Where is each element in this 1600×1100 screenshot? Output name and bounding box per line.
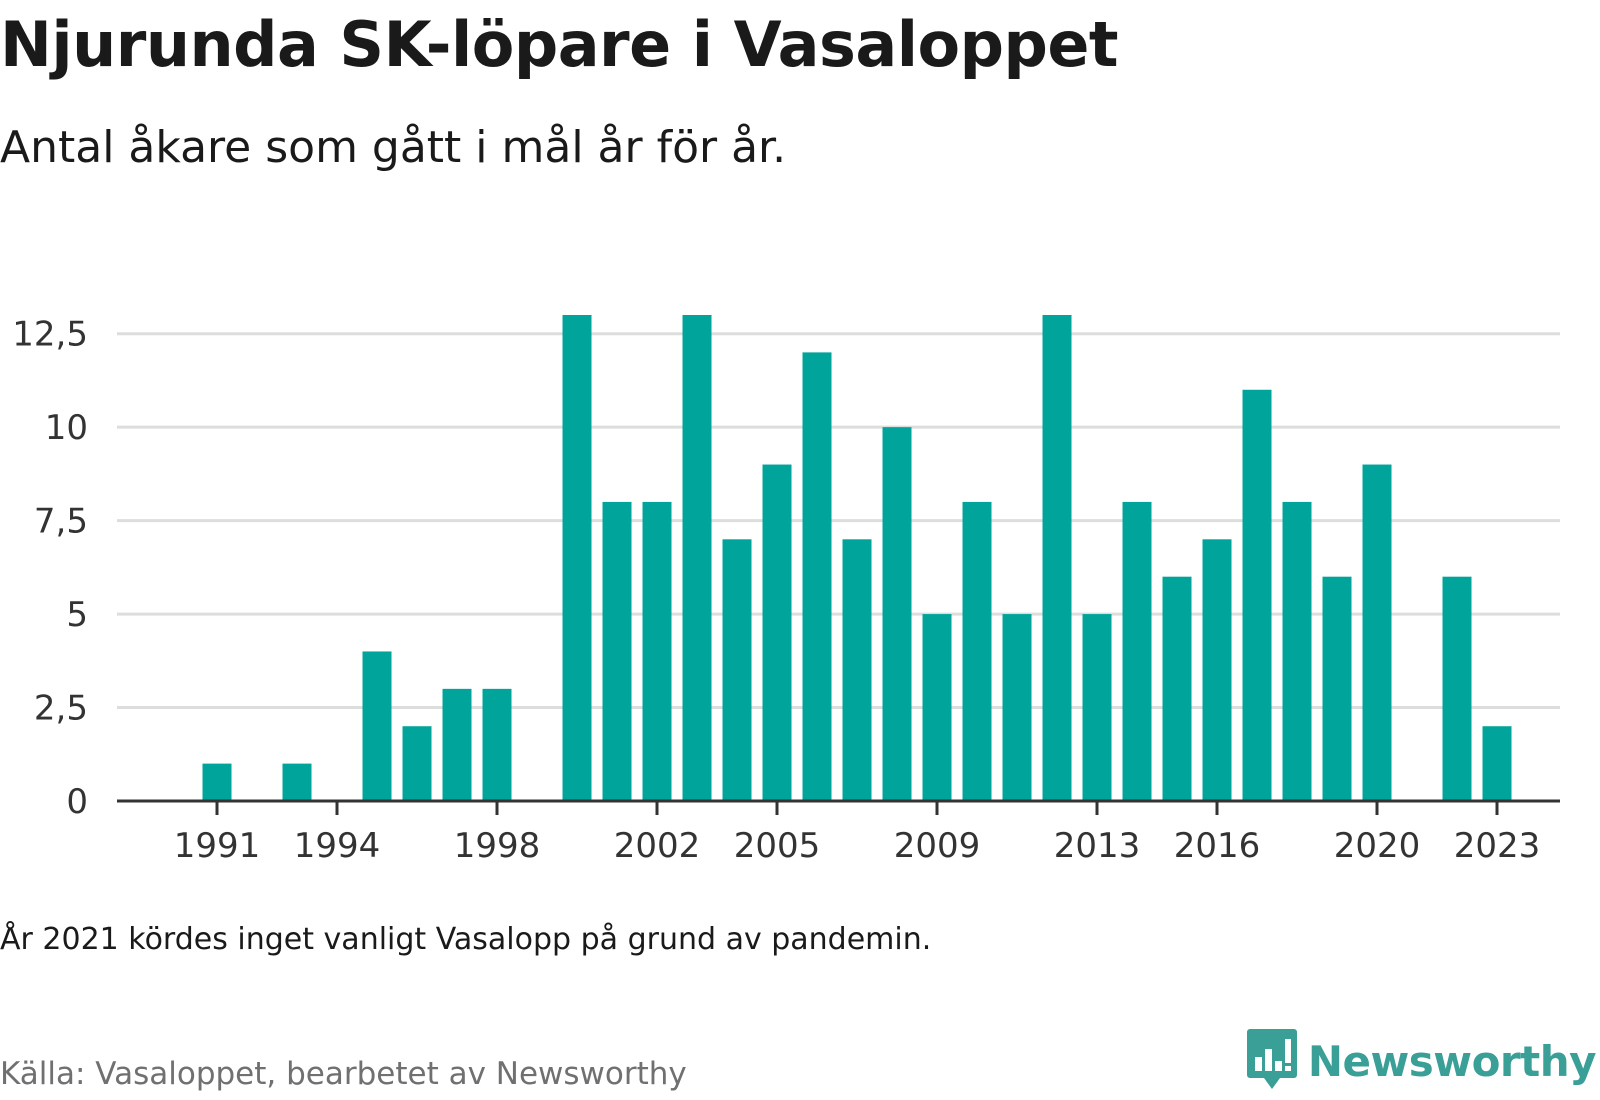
- x-tick-label: 1991: [174, 826, 261, 866]
- bar: [1002, 614, 1032, 801]
- x-tick-label: 2009: [894, 826, 981, 866]
- bar: [202, 763, 232, 801]
- y-tick-label: 2,5: [34, 689, 88, 729]
- bar-chart: 0 2,5 5 7,5 10 12,5 1991 1994 1998 2002 2005 2009 20…: [12, 315, 1560, 866]
- bar: [362, 651, 392, 801]
- bar: [1322, 576, 1352, 801]
- newsworthy-logo-icon: [1246, 1027, 1298, 1095]
- y-tick-label: 12,5: [12, 315, 88, 355]
- bar: [1202, 539, 1232, 801]
- bar: [1162, 576, 1192, 801]
- bar: [602, 501, 632, 801]
- x-tick-label: 2023: [1454, 826, 1541, 866]
- bar: [802, 352, 832, 801]
- y-tick-label: 7,5: [34, 502, 88, 542]
- bar: [1082, 614, 1112, 801]
- bar: [882, 427, 912, 801]
- bar: [1242, 389, 1272, 801]
- brand-name: Newsworthy: [1307, 1036, 1597, 1086]
- bar: [642, 501, 672, 801]
- x-tick-label: 2013: [1054, 826, 1141, 866]
- bar: [922, 614, 952, 801]
- x-tick-label: 2020: [1334, 826, 1421, 866]
- bars: [202, 315, 1512, 801]
- x-tick-label: 1998: [454, 826, 541, 866]
- y-tick-label: 5: [66, 595, 88, 635]
- brand-logo: Newsworthy: [1246, 1026, 1597, 1096]
- tick-labels: 0 2,5 5 7,5 10 12,5 1991 1994 1998 2002 2005 2009 20…: [12, 315, 1540, 866]
- x-tick-label: 1994: [294, 826, 381, 866]
- bar: [402, 726, 432, 801]
- bar: [762, 464, 792, 801]
- gridlines: [117, 332, 1560, 710]
- bar: [842, 539, 872, 801]
- footnote: År 2021 kördes inget vanligt Vasalopp på…: [0, 922, 932, 957]
- x-tick-label: 2002: [614, 826, 701, 866]
- bar: [1442, 576, 1472, 801]
- x-tick-label: 2016: [1174, 826, 1261, 866]
- source-credit: Källa: Vasaloppet, bearbetet av Newswort…: [0, 1056, 687, 1092]
- bar: [1362, 464, 1392, 801]
- bar: [682, 315, 712, 801]
- bar: [282, 763, 312, 801]
- bar: [442, 688, 472, 801]
- bar: [722, 539, 752, 801]
- bar: [1282, 501, 1312, 801]
- axes: [117, 799, 1560, 815]
- chart-subtitle: Antal åkare som gått i mål år för år.: [0, 122, 787, 173]
- x-tick-label: 2005: [734, 826, 821, 866]
- y-tick-label: 10: [45, 408, 88, 448]
- bar: [1042, 315, 1072, 801]
- chart-title: Njurunda SK-löpare i Vasaloppet: [0, 8, 1119, 81]
- bar: [482, 688, 512, 801]
- y-tick-label: 0: [66, 782, 88, 822]
- bar: [1122, 501, 1152, 801]
- bar: [1482, 726, 1512, 801]
- bar: [962, 501, 992, 801]
- bar: [562, 315, 592, 801]
